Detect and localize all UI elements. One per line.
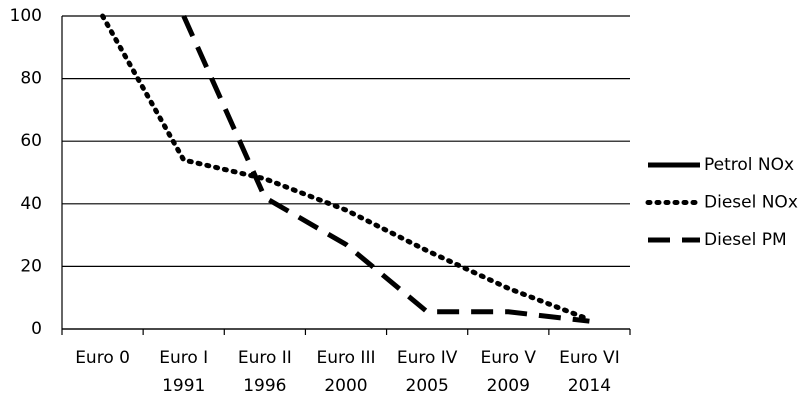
x-tick-year: 2009 (487, 376, 530, 396)
x-tick-year: 2005 (406, 376, 449, 396)
x-tick-year: 2000 (324, 376, 367, 396)
y-tick-label: 80 (20, 69, 42, 89)
series-line (100, 13, 592, 323)
x-tick-label: Euro I (159, 348, 208, 368)
x-tick-label: Euro 0 (75, 348, 130, 368)
y-tick-label: 60 (20, 131, 42, 151)
x-tick-year: 1991 (162, 376, 205, 396)
x-tick-year: 1996 (243, 376, 286, 396)
legend-label: Diesel PM (704, 230, 787, 250)
x-tick-label: Euro II (238, 348, 292, 368)
y-tick-label: 20 (20, 256, 42, 276)
series-line (181, 14, 590, 324)
x-tick-label: Euro VI (559, 348, 620, 368)
y-tick-label: 100 (10, 6, 42, 26)
legend-label: Petrol NOx (704, 155, 794, 175)
x-tick-year: 2014 (568, 376, 611, 396)
x-tick-label: Euro III (317, 348, 376, 368)
y-tick-label: 0 (31, 319, 42, 339)
x-tick-label: Euro V (480, 348, 536, 368)
x-tick-label: Euro IV (397, 348, 458, 368)
y-tick-label: 40 (20, 194, 42, 214)
legend-label: Diesel NOx (704, 193, 798, 213)
